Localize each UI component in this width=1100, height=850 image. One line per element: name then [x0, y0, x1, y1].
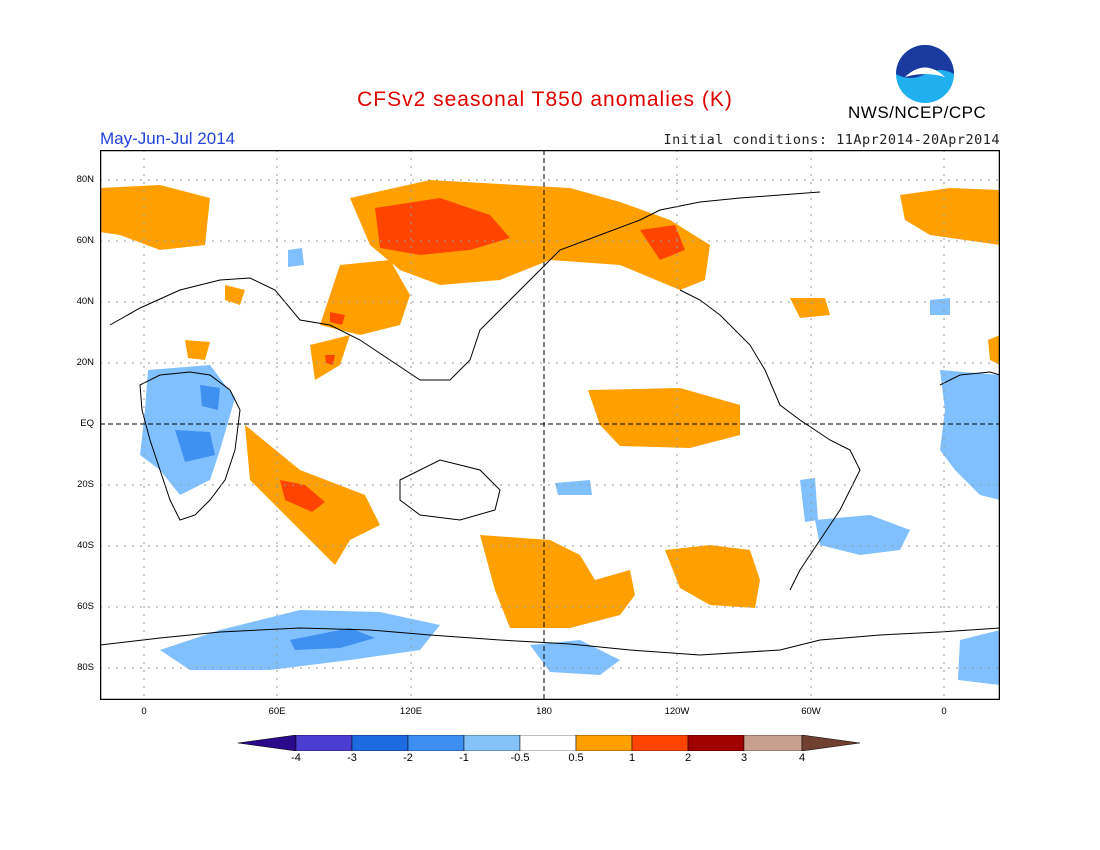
graticule: [100, 150, 1000, 700]
strong-cool-anomaly-regions: [175, 385, 375, 650]
lat-label-80n: 80N: [76, 174, 94, 185]
lat-label-60n: 60N: [76, 235, 94, 246]
lat-label-80s: 80S: [77, 662, 94, 673]
colorbar-label-neg2: -2: [403, 752, 413, 764]
lon-label-120e: 120E: [399, 706, 423, 717]
agency-label: NWS/NCEP/CPC: [848, 103, 987, 122]
lon-label-0-right: 0: [941, 706, 947, 717]
colorbar: [238, 735, 861, 751]
colorbar-label-pos1: 1: [628, 752, 636, 764]
colorbar-label-pos2: 2: [684, 752, 692, 764]
colorbar-label-pos4: 4: [798, 752, 806, 764]
colorbar-cell-2: [351, 735, 409, 751]
equator-and-dateline: [100, 150, 1000, 700]
lat-label-20s: 20S: [77, 479, 94, 490]
colorbar-cell-7: [631, 735, 689, 751]
lon-label-120w: 120W: [664, 706, 690, 717]
colorbar-cell-9: [743, 735, 803, 751]
colorbar-cell-8: [687, 735, 745, 751]
initial-conditions-label: Initial conditions: 11Apr2014-20Apr2014: [663, 132, 1000, 148]
lon-label-180: 180: [536, 706, 552, 717]
lat-label-60s: 60S: [77, 601, 94, 612]
colorbar-label-neg4: -4: [291, 752, 301, 764]
colorbar-cell-10: [801, 735, 861, 751]
lat-label-20n: 20N: [76, 357, 94, 368]
colorbar-label-pos05: 0.5: [568, 752, 584, 764]
colorbar-cell-5: [519, 735, 577, 751]
lat-label-40s: 40S: [77, 540, 94, 551]
colorbar-label-neg1: -1: [459, 752, 469, 764]
colorbar-label-neg3: -3: [347, 752, 357, 764]
lon-label-60e: 60E: [268, 706, 286, 717]
colorbar-cell-4: [463, 735, 521, 751]
lat-label-eq: EQ: [80, 418, 94, 429]
coastlines: [100, 191, 1000, 656]
lon-label-0-left: 0: [141, 706, 147, 717]
colorbar-cell-0: [238, 735, 297, 751]
colorbar-label-neg05: -0.5: [510, 752, 530, 764]
colorbar-cell-1: [295, 735, 353, 751]
season-label: May-Jun-Jul 2014: [100, 129, 236, 148]
map-title: CFSv2 seasonal T850 anomalies (K): [357, 88, 733, 111]
lat-label-40n: 40N: [76, 296, 94, 307]
noaa-logo: [896, 45, 954, 103]
anomaly-map: [100, 150, 1000, 700]
colorbar-cell-6: [575, 735, 633, 751]
colorbar-cell-3: [407, 735, 465, 751]
colorbar-label-pos3: 3: [740, 752, 748, 764]
lon-label-60w: 60W: [801, 706, 821, 717]
